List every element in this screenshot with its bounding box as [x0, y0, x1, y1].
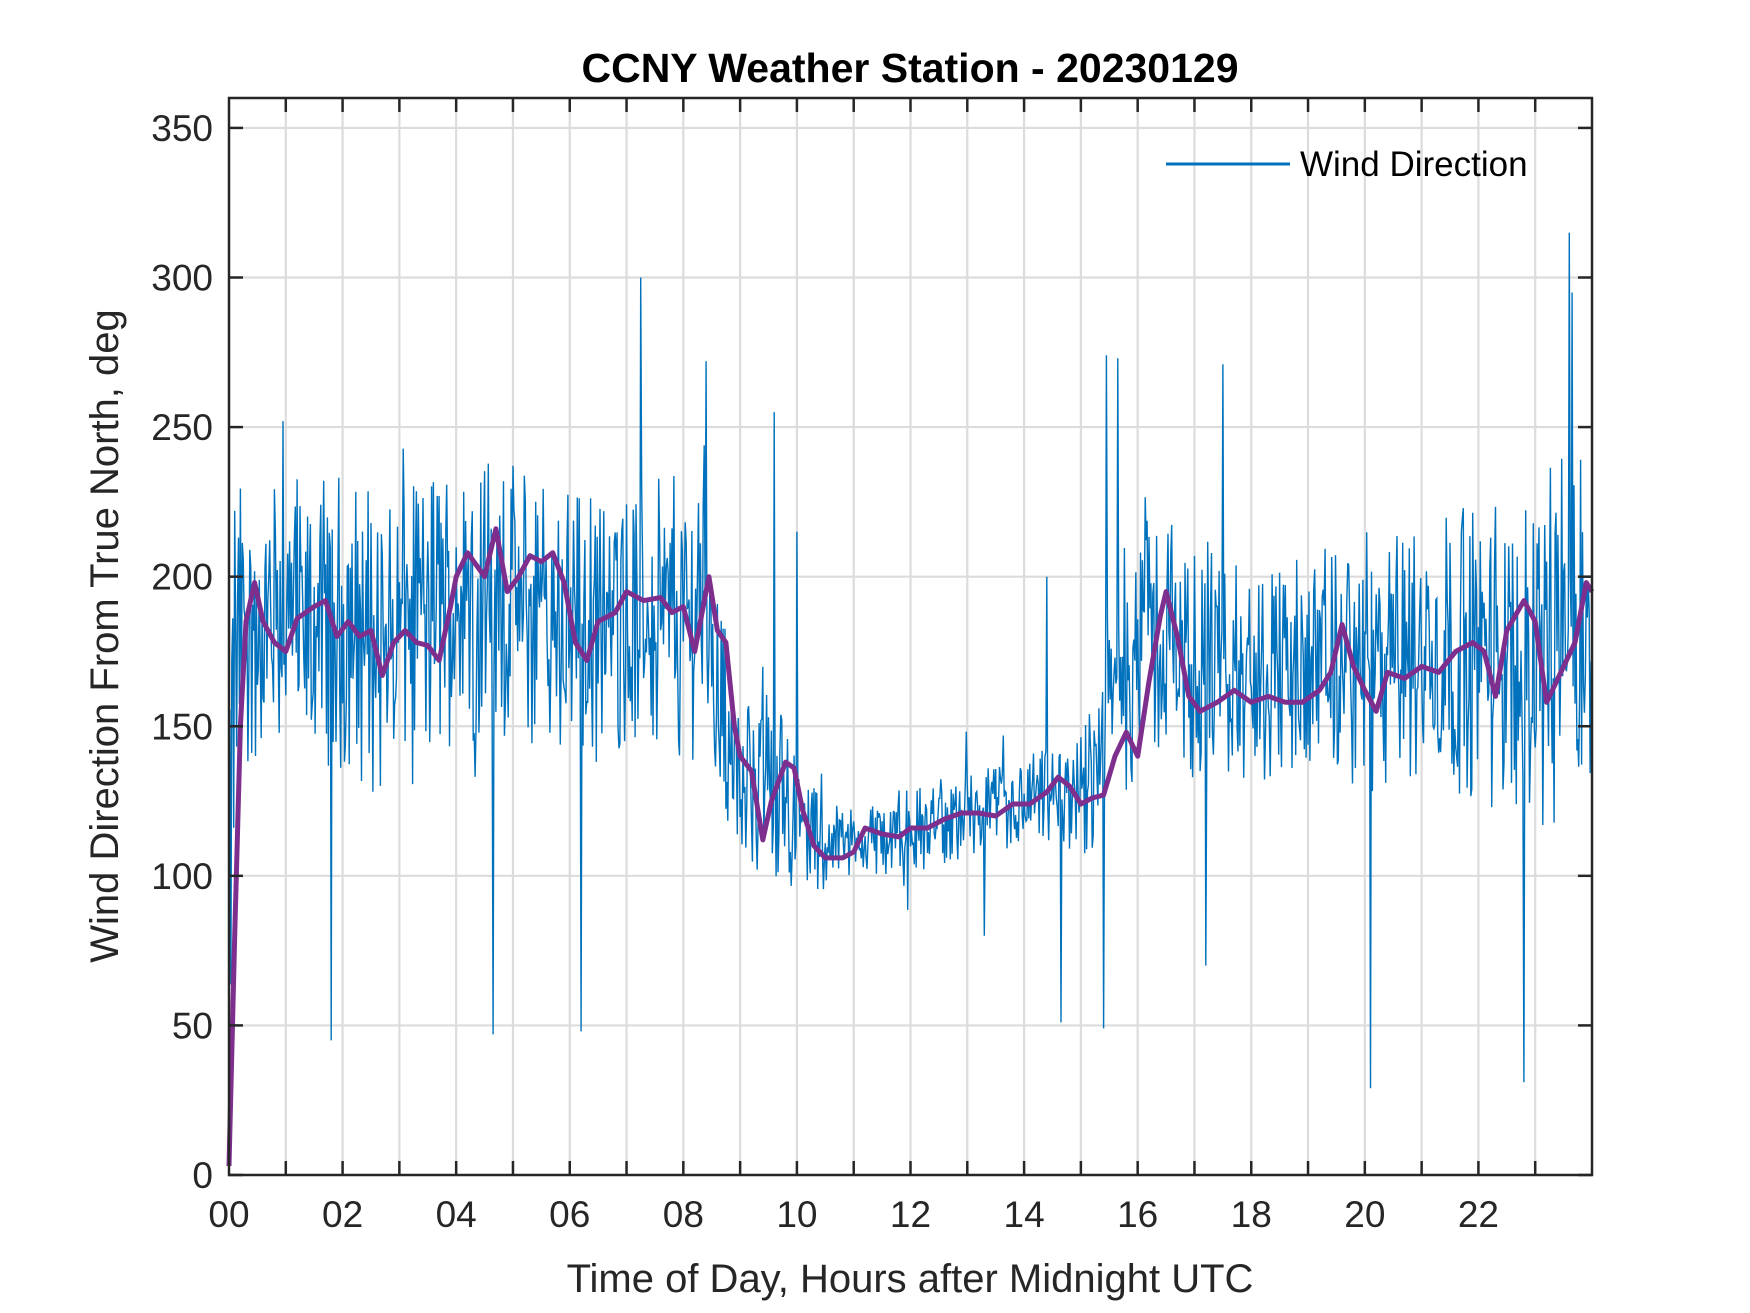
data-layer: [226, 232, 1595, 1167]
x-tick-label: 22: [1458, 1194, 1499, 1235]
y-axis-label: Wind Direction From True North, deg: [83, 309, 127, 963]
x-tick-label: 12: [890, 1194, 931, 1235]
legend: Wind Direction: [1166, 145, 1528, 184]
x-tick-label: 18: [1231, 1194, 1272, 1235]
x-axis-label: Time of Day, Hours after Midnight UTC: [567, 1257, 1254, 1301]
x-tick-label: 16: [1117, 1194, 1158, 1235]
x-tick-label: 00: [208, 1194, 249, 1235]
x-tick-label: 04: [436, 1194, 477, 1235]
x-tick-label: 08: [663, 1194, 704, 1235]
y-tick-label: 200: [151, 557, 213, 598]
legend-label-wind-direction: Wind Direction: [1300, 145, 1528, 184]
y-tick-label: 0: [192, 1155, 213, 1196]
y-tick-label: 350: [151, 108, 213, 149]
series-wind-direction-line: [228, 232, 1592, 1089]
y-tick-label: 100: [151, 856, 213, 897]
axes-layer: 00 02 04 06 08 10 12 14 16 18 20 22 0 50 100 150 200 250 3…: [151, 96, 1594, 1235]
x-tick-label: 10: [776, 1194, 817, 1235]
grid-layer: [229, 98, 1592, 1175]
y-tick-label: 150: [151, 706, 213, 747]
x-tick-label: 02: [322, 1194, 363, 1235]
y-tick-label: 50: [172, 1005, 213, 1046]
x-tick-label: 06: [549, 1194, 590, 1235]
x-tick-label: 20: [1344, 1194, 1385, 1235]
y-tick-label: 250: [151, 407, 213, 448]
x-tick-label: 14: [1004, 1194, 1045, 1235]
y-tick-label: 300: [151, 258, 213, 299]
series-running-mean-line: [226, 526, 1595, 1167]
chart-title: CCNY Weather Station - 20230129: [581, 45, 1238, 91]
